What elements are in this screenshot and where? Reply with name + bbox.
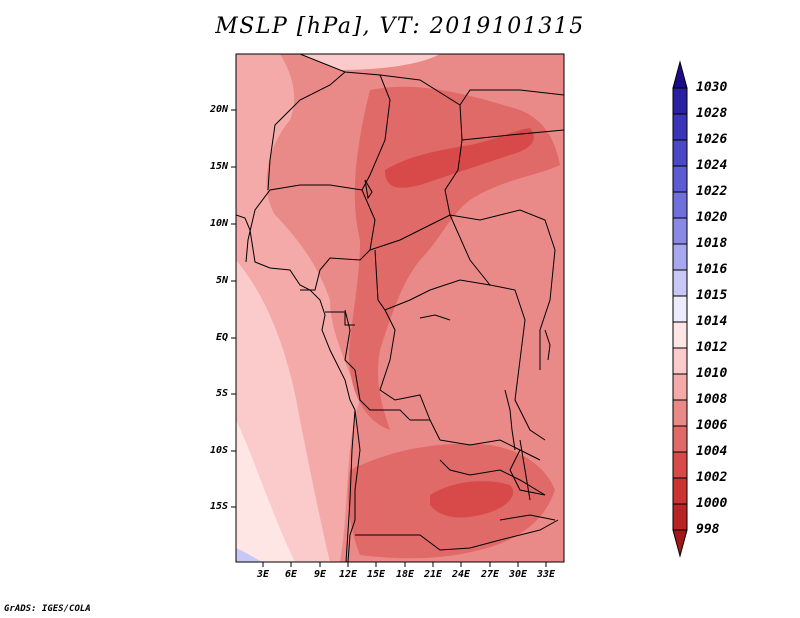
colorbar-bottom-arrow	[672, 529, 688, 558]
colorbar-swatch	[672, 295, 688, 323]
colorbar-label: 1022	[696, 184, 728, 199]
latitude-ticks	[231, 109, 236, 508]
lon-label-21e: 21E	[423, 569, 443, 580]
colorbar-top-arrow	[672, 60, 688, 89]
colorbar-label: 1008	[696, 392, 728, 407]
colorbar-label: 1028	[696, 106, 728, 121]
colorbar-swatch	[672, 399, 688, 427]
lat-label-eq: EQ	[215, 332, 228, 343]
lon-label-3e: 3E	[256, 569, 270, 580]
lat-label-20n: 20N	[209, 104, 228, 115]
coastline	[236, 214, 356, 562]
longitude-ticks	[262, 562, 547, 567]
lon-label-9e: 9E	[313, 569, 327, 580]
map-frame	[235, 53, 565, 563]
lat-label-5s: 5S	[215, 388, 228, 399]
colorbar-swatches	[672, 60, 688, 558]
lon-label-30e: 30E	[508, 569, 528, 580]
lat-label-10s: 10S	[209, 445, 228, 456]
colorbar-swatch	[672, 139, 688, 167]
colorbar-label: 1024	[696, 158, 728, 173]
colorbar-label: 1030	[696, 80, 728, 95]
colorbar-swatch	[672, 373, 688, 401]
lon-label-18e: 18E	[395, 569, 415, 580]
colorbar-swatch	[672, 477, 688, 505]
pressure-field	[236, 54, 564, 562]
lat-label-10n: 10N	[209, 218, 228, 229]
colorbar-swatch	[672, 451, 688, 479]
colorbar-swatch	[672, 243, 688, 271]
lon-label-27e: 27E	[480, 569, 500, 580]
grads-credit: GrADS: IGES/COLA	[4, 604, 91, 614]
colorbar-swatch	[672, 87, 688, 115]
colorbar-label: 1010	[696, 366, 728, 381]
colorbar-label: 1020	[696, 210, 728, 225]
colorbar-label: 998	[696, 522, 720, 537]
colorbar-label: 1012	[696, 340, 728, 355]
colorbar-label: 1016	[696, 262, 728, 277]
lat-label-5n: 5N	[215, 275, 228, 286]
country-borders	[245, 54, 564, 562]
colorbar-label: 1004	[696, 444, 728, 459]
colorbar-label: 1026	[696, 132, 728, 147]
colorbar-swatch	[672, 321, 688, 349]
lon-label-33e: 33E	[536, 569, 556, 580]
lon-label-15e: 15E	[366, 569, 386, 580]
colorbar-label: 1006	[696, 418, 728, 433]
lat-label-15n: 15N	[209, 161, 228, 172]
lon-label-6e: 6E	[284, 569, 298, 580]
lon-label-12e: 12E	[338, 569, 358, 580]
lon-label-24e: 24E	[451, 569, 471, 580]
colorbar-swatch	[672, 503, 688, 531]
colorbar-swatch	[672, 113, 688, 141]
colorbar-label: 1015	[696, 288, 728, 303]
colorbar-swatch	[672, 191, 688, 219]
colorbar-swatch	[672, 217, 688, 245]
colorbar-label: 1018	[696, 236, 728, 251]
colorbar-swatch	[672, 269, 688, 297]
colorbar-label: 1000	[696, 496, 728, 511]
lakes	[364, 179, 551, 501]
lat-label-15s: 15S	[209, 501, 228, 512]
colorbar-swatch	[672, 165, 688, 193]
colorbar-label: 1002	[696, 470, 728, 485]
colorbar-swatch	[672, 425, 688, 453]
map-title: MSLP [hPa], VT: 2019101315	[215, 14, 585, 39]
colorbar-label: 1014	[696, 314, 728, 329]
colorbar-swatch	[672, 347, 688, 375]
